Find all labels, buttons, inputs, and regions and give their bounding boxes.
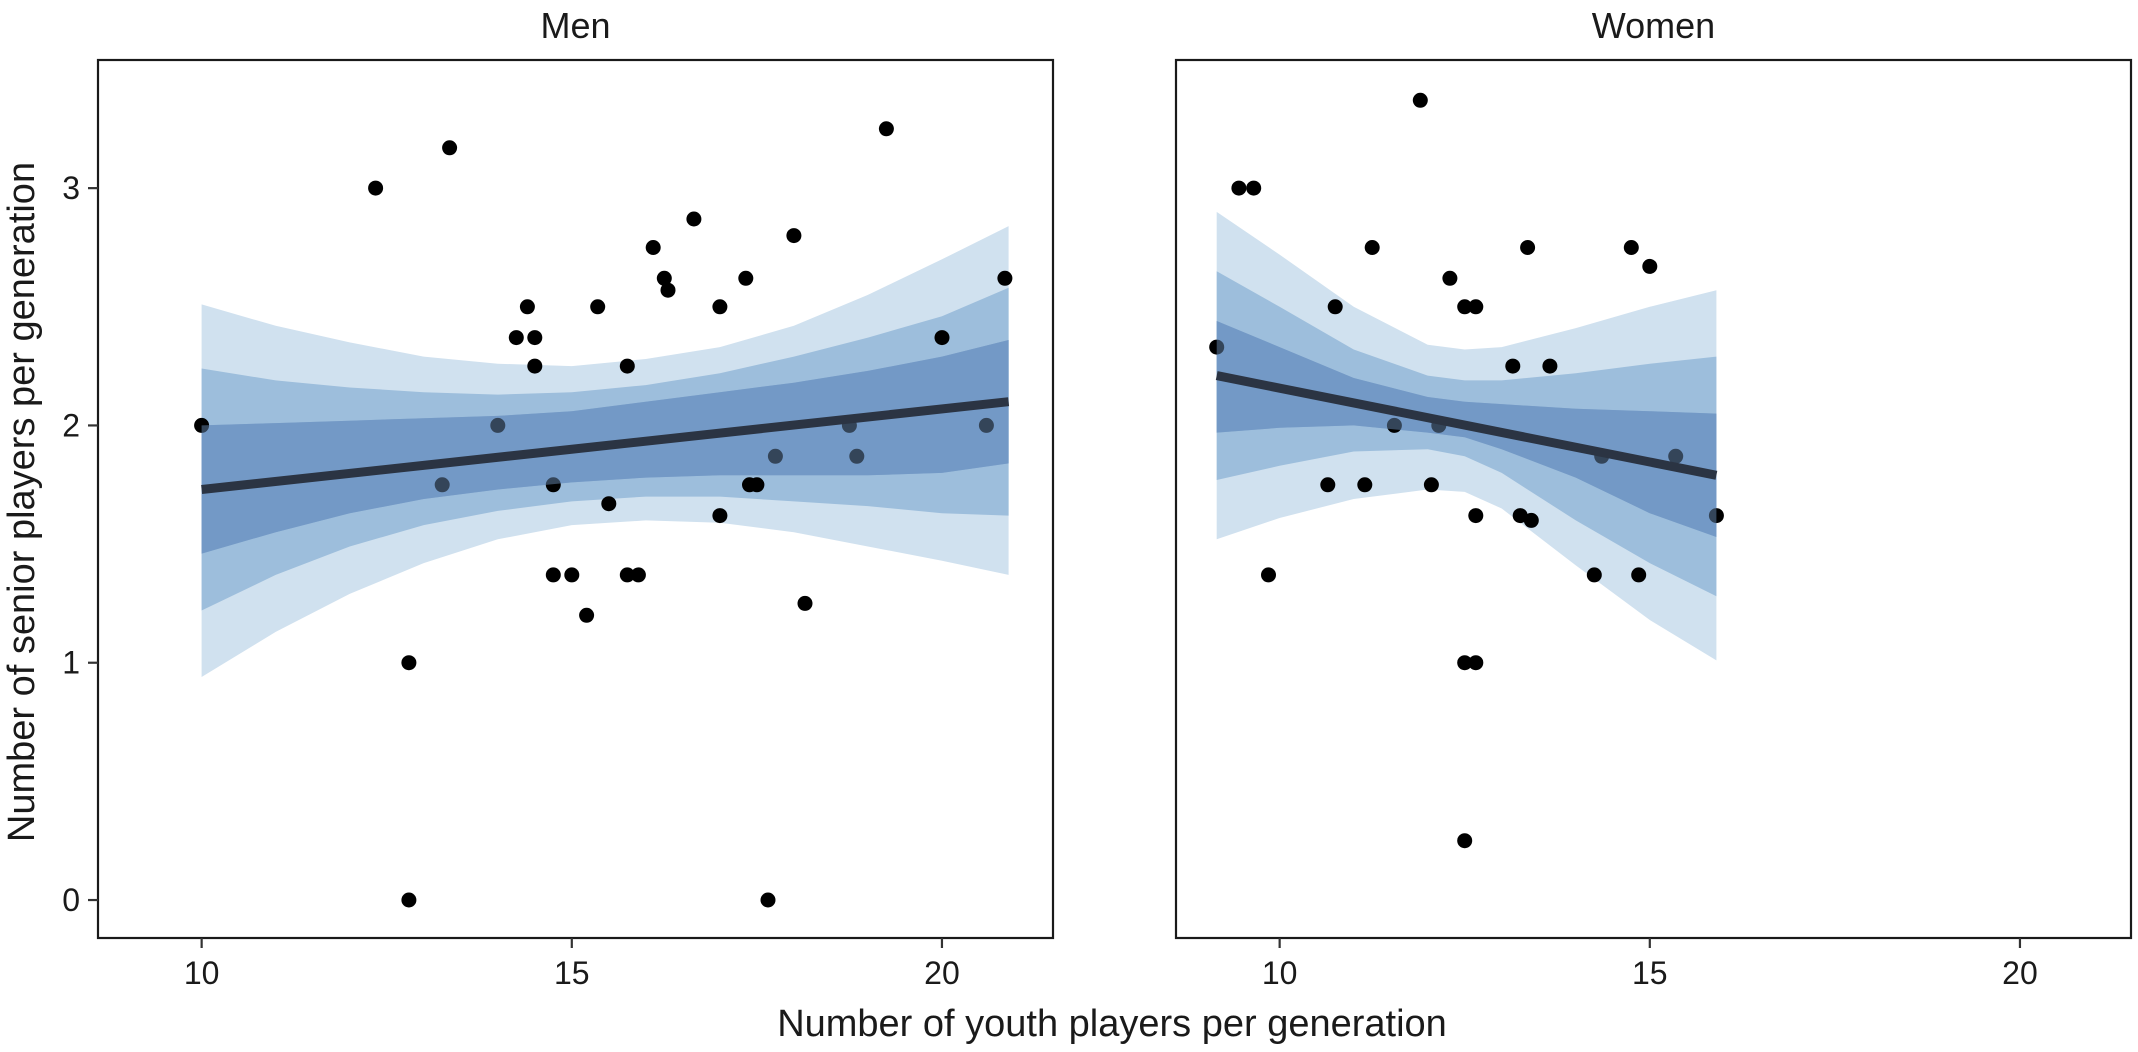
y-tick-label: 3 bbox=[62, 170, 80, 206]
men-data-point bbox=[368, 180, 384, 196]
men-panel: Men 10 15 20 0 1 2 3 bbox=[62, 5, 1055, 991]
men-x-tick-label: 20 bbox=[924, 955, 960, 991]
women-data-point bbox=[1442, 270, 1458, 286]
women-data-point bbox=[1668, 448, 1684, 464]
women-data-point bbox=[1586, 567, 1602, 583]
men-data-point bbox=[579, 607, 595, 623]
men-data-point bbox=[712, 508, 728, 524]
men-data-point bbox=[401, 655, 417, 671]
women-data-point bbox=[1457, 833, 1473, 849]
men-data-point bbox=[401, 892, 417, 908]
men-data-point bbox=[934, 330, 950, 346]
men-data-point bbox=[749, 477, 765, 493]
men-data-point bbox=[767, 448, 783, 464]
women-data-point bbox=[1209, 339, 1225, 355]
men-data-point bbox=[508, 330, 524, 346]
women-panel: Women 10 15 20 bbox=[1174, 5, 2133, 991]
y-tick-label: 1 bbox=[62, 645, 80, 681]
men-data-point bbox=[545, 567, 561, 583]
men-data-point bbox=[527, 358, 543, 374]
men-data-point bbox=[619, 358, 635, 374]
men-x-tick-label: 10 bbox=[184, 955, 220, 991]
x-axis-title: Number of youth players per generation bbox=[777, 1003, 1447, 1045]
men-data-point bbox=[490, 417, 506, 433]
women-data-point bbox=[1327, 299, 1343, 315]
women-data-point bbox=[1523, 512, 1539, 528]
men-data-point bbox=[645, 240, 661, 255]
men-data-point bbox=[590, 299, 606, 315]
men-data-point bbox=[527, 330, 543, 346]
men-data-point bbox=[442, 140, 458, 156]
men-data-point bbox=[194, 417, 210, 433]
women-data-point bbox=[1468, 299, 1484, 315]
women-data-point bbox=[1708, 508, 1724, 524]
men-data-point bbox=[760, 892, 776, 908]
men-fit-line bbox=[201, 397, 1010, 494]
women-data-point bbox=[1246, 180, 1262, 196]
women-data-point bbox=[1357, 477, 1373, 493]
men-data-point bbox=[978, 417, 994, 433]
men-points bbox=[194, 121, 1013, 908]
women-x-tick-label: 10 bbox=[1262, 955, 1298, 991]
women-panel-title: Women bbox=[1592, 5, 1715, 46]
women-data-point bbox=[1623, 240, 1639, 255]
y-tick-label: 0 bbox=[62, 882, 80, 918]
women-data-point bbox=[1386, 417, 1402, 433]
women-data-point bbox=[1631, 567, 1647, 583]
men-data-point bbox=[545, 477, 561, 493]
men-data-point bbox=[656, 270, 672, 286]
women-data-point bbox=[1505, 358, 1521, 374]
women-x-tick-label: 15 bbox=[1632, 955, 1668, 991]
y-tick-label: 2 bbox=[62, 407, 80, 443]
women-data-point bbox=[1261, 567, 1276, 583]
y-axis-title: Number of senior players per generation bbox=[1, 162, 43, 842]
men-panel-frame bbox=[96, 58, 1055, 940]
men-data-point bbox=[564, 567, 580, 583]
men-data-point bbox=[738, 270, 754, 286]
women-x-tick-label: 20 bbox=[2002, 955, 2038, 991]
women-data-point bbox=[1412, 92, 1428, 108]
women-data-point bbox=[1520, 240, 1536, 255]
men-data-point bbox=[849, 448, 865, 464]
women-data-point bbox=[1542, 358, 1558, 374]
women-panel-frame bbox=[1174, 58, 2133, 940]
women-data-point bbox=[1364, 240, 1380, 255]
men-panel-title: Men bbox=[540, 5, 610, 46]
men-data-point bbox=[686, 211, 702, 227]
men-data-point bbox=[619, 567, 635, 583]
women-fit-line bbox=[1215, 371, 1718, 480]
men-data-point bbox=[601, 496, 617, 512]
women-data-point bbox=[1468, 655, 1484, 671]
men-data-point bbox=[997, 270, 1013, 286]
men-data-point bbox=[660, 282, 676, 298]
women-data-point bbox=[1231, 180, 1247, 196]
men-data-point bbox=[797, 595, 813, 611]
men-data-point bbox=[712, 299, 728, 315]
men-data-point bbox=[786, 228, 802, 244]
women-data-point bbox=[1468, 508, 1484, 524]
panels: Men 10 15 20 0 1 2 3 Women 10 15 20 bbox=[62, 5, 2133, 991]
men-data-point bbox=[434, 477, 450, 493]
women-data-point bbox=[1320, 477, 1336, 493]
women-data-point bbox=[1423, 477, 1439, 493]
men-data-point bbox=[519, 299, 535, 315]
men-data-point bbox=[878, 121, 894, 137]
men-x-tick-label: 15 bbox=[554, 955, 590, 991]
women-data-point bbox=[1457, 655, 1473, 671]
women-data-point bbox=[1457, 299, 1473, 315]
women-data-point bbox=[1642, 258, 1658, 274]
men-data-point bbox=[630, 567, 646, 583]
